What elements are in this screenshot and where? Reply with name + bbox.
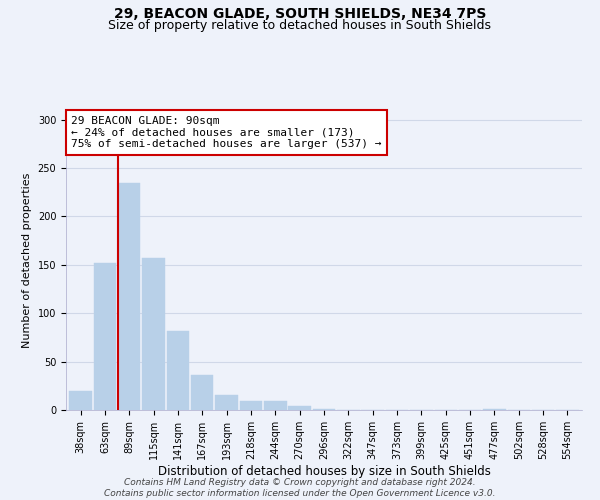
Bar <box>313 409 335 410</box>
Bar <box>191 375 214 410</box>
Text: 29 BEACON GLADE: 90sqm
← 24% of detached houses are smaller (173)
75% of semi-de: 29 BEACON GLADE: 90sqm ← 24% of detached… <box>71 116 382 149</box>
Bar <box>167 330 189 410</box>
X-axis label: Distribution of detached houses by size in South Shields: Distribution of detached houses by size … <box>158 464 490 477</box>
Bar <box>118 182 140 410</box>
Bar <box>240 402 262 410</box>
Text: 29, BEACON GLADE, SOUTH SHIELDS, NE34 7PS: 29, BEACON GLADE, SOUTH SHIELDS, NE34 7P… <box>114 8 486 22</box>
Bar <box>264 402 287 410</box>
Bar <box>94 263 116 410</box>
Bar <box>289 406 311 410</box>
Bar <box>215 396 238 410</box>
Text: Contains HM Land Registry data © Crown copyright and database right 2024.
Contai: Contains HM Land Registry data © Crown c… <box>104 478 496 498</box>
Bar <box>142 258 165 410</box>
Bar <box>70 390 92 410</box>
Bar <box>483 409 506 410</box>
Text: Size of property relative to detached houses in South Shields: Size of property relative to detached ho… <box>109 19 491 32</box>
Y-axis label: Number of detached properties: Number of detached properties <box>22 172 32 348</box>
